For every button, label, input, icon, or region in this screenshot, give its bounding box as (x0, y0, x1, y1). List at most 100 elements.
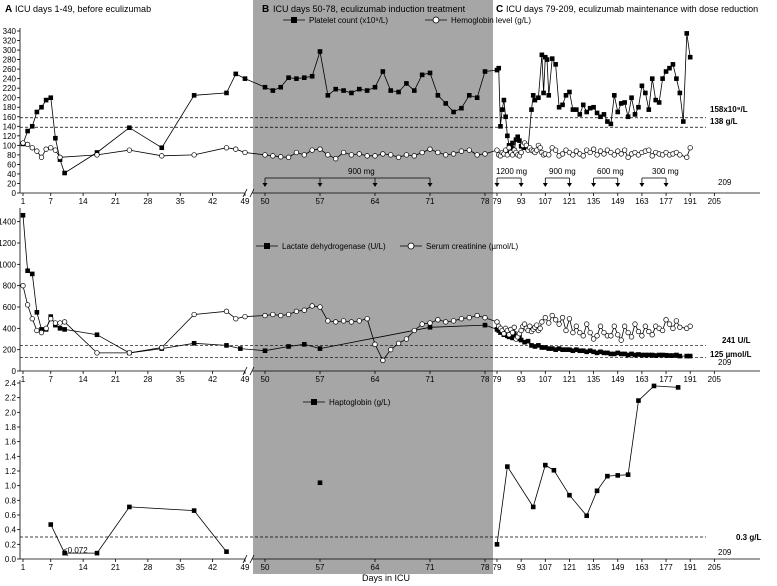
data-point (625, 329, 631, 336)
data-point (584, 109, 589, 115)
data-point (601, 112, 607, 117)
data-point (553, 317, 559, 323)
induction-shade (253, 0, 493, 574)
ldh-creatinine-panel: Lactate dehydrogenase (U/L) Serum creati… (0, 208, 760, 384)
data-point (687, 54, 693, 60)
dose-arrow-head (317, 183, 323, 187)
data-point (530, 93, 536, 98)
data-point (667, 353, 672, 358)
data-point (435, 317, 441, 323)
dose-arrow-head (262, 183, 268, 187)
data-point (556, 104, 562, 110)
data-point (506, 145, 512, 151)
middle-legend: Lactate dehydrogenase (U/L) Serum creati… (256, 242, 519, 251)
data-point (126, 147, 133, 153)
data-point (364, 153, 370, 159)
y-tick-label: 0 (12, 367, 17, 376)
y-tick-label: 2.0 (5, 408, 17, 417)
x-tick-label: 79 (493, 197, 502, 206)
data-point (591, 104, 596, 110)
y-tick-label: 140 (3, 122, 17, 131)
data-point (629, 351, 634, 357)
data-point (419, 72, 425, 78)
data-point (20, 283, 26, 289)
data-point (325, 93, 331, 98)
data-point (518, 149, 524, 156)
dose-arrow-head (566, 183, 572, 187)
data-point (494, 542, 500, 547)
data-point (411, 88, 417, 93)
data-point (191, 340, 197, 346)
data-point (580, 153, 586, 159)
platelet-hemoglobin-panel: Platelet count (x10⁹/L) Hemoglobin level… (3, 16, 760, 206)
ref-label-haptoglobin: 0.3 g/L (736, 533, 761, 542)
x-tick-label: 42 (208, 197, 217, 206)
x-tick-label: 107 (539, 375, 553, 384)
x-tick-label: 35 (176, 375, 185, 384)
y-tick-label: 100 (3, 141, 17, 150)
data-point (629, 95, 634, 101)
data-point (573, 148, 579, 154)
data-point (677, 353, 683, 359)
data-point (223, 145, 230, 151)
data-point (560, 102, 565, 108)
y-tick-label: 60 (7, 160, 16, 169)
data-point (511, 324, 517, 330)
x-tick-label: 163 (635, 197, 649, 206)
data-point (642, 323, 648, 329)
data-point (677, 324, 683, 330)
x-tick-label: 107 (539, 563, 553, 572)
data-point (587, 105, 593, 111)
data-point (62, 327, 67, 332)
data-point (317, 49, 323, 54)
x-tick-label: 50 (261, 563, 270, 572)
y-tick-label: 0.4 (5, 526, 17, 535)
data-point (681, 119, 686, 124)
data-point (632, 321, 638, 327)
data-point (622, 147, 628, 153)
y-tick-label: 1.0 (5, 482, 17, 491)
ref-label-ldh: 241 U/L (722, 336, 751, 345)
legend-creatinine-label: Serum creatinine (µmol/L) (426, 242, 519, 251)
data-point (509, 329, 516, 336)
x-tick-label: 28 (143, 375, 152, 384)
data-point (262, 152, 268, 158)
legend-haptoglobin-label: Haptoglobin (g/L) (329, 398, 391, 407)
data-point (494, 147, 500, 153)
data-point (388, 347, 394, 353)
data-point (612, 93, 617, 98)
data-point (94, 350, 100, 356)
data-point (270, 153, 276, 159)
data-point (663, 317, 669, 323)
data-point (262, 348, 268, 354)
dose-label-1200: 1200 mg (496, 167, 527, 176)
x-tick-label: 191 (684, 563, 698, 572)
data-point (653, 353, 658, 358)
data-point (594, 488, 600, 494)
data-point (549, 56, 555, 61)
data-point (349, 90, 354, 96)
data-point (348, 319, 355, 325)
data-point (618, 351, 624, 357)
data-point (419, 321, 425, 327)
x-tick-label: 7 (49, 197, 54, 206)
dose-label-900: 900 mg (549, 167, 576, 176)
data-point (238, 346, 243, 351)
data-point (605, 473, 610, 479)
data-point (20, 140, 26, 146)
data-point (309, 303, 315, 309)
data-point (639, 83, 645, 89)
data-point (411, 153, 417, 159)
ref-label-platelet: 158x10⁹/L (710, 105, 748, 114)
data-point (301, 75, 307, 80)
data-point (605, 119, 610, 124)
y-tick-label: 1000 (0, 260, 17, 269)
data-point (628, 334, 635, 340)
data-point (543, 345, 548, 350)
data-point (551, 467, 557, 473)
x-tick-label: 49 (241, 563, 250, 572)
y-tick-label: 320 (3, 37, 17, 46)
data-point (403, 336, 410, 342)
x-tick-label: 191 (684, 375, 698, 384)
x-tick-label: 78 (481, 197, 490, 206)
